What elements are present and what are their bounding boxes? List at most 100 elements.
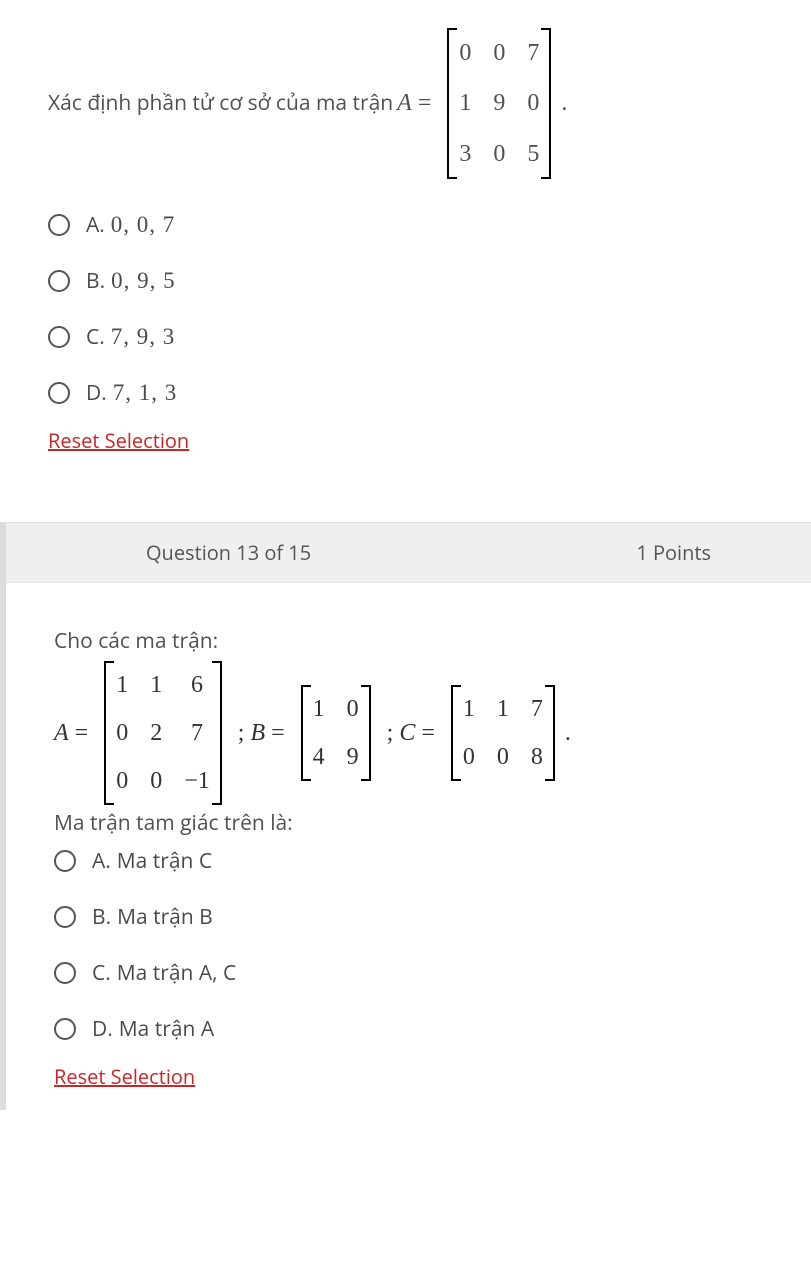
cell: 3 xyxy=(459,135,471,173)
q12-option-c[interactable]: C. 7, 9, 3 xyxy=(48,309,763,365)
reset-selection-link[interactable]: Reset Selection xyxy=(54,1063,195,1090)
bracket-left-icon xyxy=(295,685,307,781)
question-13: Cho các ma trận: A = 1 1 6 0 2 7 0 0 −1 … xyxy=(0,583,811,1110)
option-text: Ma trận B xyxy=(117,903,213,931)
cell: −1 xyxy=(184,763,210,799)
q13-options: A. Ma trận C B. Ma trận B C. Ma trận A, … xyxy=(54,841,763,1057)
q13-A-matrix: 1 1 6 0 2 7 0 0 −1 xyxy=(98,661,228,805)
cell: 0 xyxy=(150,763,162,799)
q13-C-eq: = xyxy=(415,715,441,751)
bracket-right-icon xyxy=(216,661,228,805)
option-text: 0, 9, 5 xyxy=(111,268,176,294)
q13-C-body: 1 1 7 0 0 8 xyxy=(457,685,549,781)
q12-prompt: Xác định phần tử cơ sở của ma trận A = 0… xyxy=(48,28,763,179)
semicolon: ; xyxy=(232,715,251,751)
option-text: Ma trận A, C xyxy=(117,959,236,987)
q13-period: . xyxy=(565,715,571,751)
cell: 0 xyxy=(459,34,471,72)
q13-B-body: 1 0 4 9 xyxy=(307,685,365,781)
cell: 9 xyxy=(493,84,505,122)
q12-var: A xyxy=(397,84,412,122)
q12-option-b[interactable]: B. 0, 9, 5 xyxy=(48,253,763,309)
bracket-right-icon xyxy=(545,28,557,179)
q13-option-a[interactable]: A. Ma trận C xyxy=(54,841,763,889)
option-letter: B. xyxy=(92,903,111,931)
q12-matrix: 0 0 7 1 9 0 3 0 5 xyxy=(441,28,557,179)
option-text: 7, 9, 3 xyxy=(111,324,176,350)
cell: 1 xyxy=(150,667,162,703)
option-text: Ma trận C xyxy=(117,847,212,875)
q13-A-eq: = xyxy=(69,715,95,751)
question-header-bar: Question 13 of 15 1 Points xyxy=(0,522,811,583)
q13-B-var: B xyxy=(250,715,265,751)
radio-icon xyxy=(48,326,70,348)
option-letter: A. xyxy=(92,847,111,875)
cell: 0 xyxy=(527,84,539,122)
q12-prompt-text: Xác định phần tử cơ sở của ma trận xyxy=(48,87,393,121)
cell: 6 xyxy=(184,667,210,703)
cell: 7 xyxy=(184,715,210,751)
q13-intro: Cho các ma trận: xyxy=(54,627,763,655)
question-number-label: Question 13 of 15 xyxy=(146,539,311,566)
cell: 7 xyxy=(531,691,543,727)
q12-eq: = xyxy=(412,84,438,122)
option-letter: C. xyxy=(86,323,105,351)
radio-icon xyxy=(48,382,70,404)
radio-icon xyxy=(54,1018,76,1040)
bracket-right-icon xyxy=(549,685,561,781)
q13-A-body: 1 1 6 0 2 7 0 0 −1 xyxy=(110,661,216,805)
q13-B-matrix: 1 0 4 9 xyxy=(295,685,377,781)
cell: 1 xyxy=(463,691,475,727)
option-letter: C. xyxy=(92,959,111,987)
cell: 1 xyxy=(116,667,128,703)
option-letter: A. xyxy=(86,211,105,239)
q13-B-eq: = xyxy=(265,715,291,751)
cell: 0 xyxy=(493,135,505,173)
q13-A-var: A xyxy=(54,715,69,751)
q12-options: A. 0, 0, 7 B. 0, 9, 5 C. 7, 9, 3 D. 7, 1… xyxy=(48,197,763,421)
option-letter: D. xyxy=(92,1015,113,1043)
cell: 0 xyxy=(116,763,128,799)
q13-matrices: A = 1 1 6 0 2 7 0 0 −1 ; B = 1 0 xyxy=(54,661,763,805)
cell: 9 xyxy=(347,739,359,775)
bracket-left-icon xyxy=(441,28,453,179)
option-letter: D. xyxy=(86,379,107,407)
cell: 0 xyxy=(493,34,505,72)
radio-icon xyxy=(54,962,76,984)
radio-icon xyxy=(54,850,76,872)
bracket-right-icon xyxy=(365,685,377,781)
q13-C-matrix: 1 1 7 0 0 8 xyxy=(445,685,561,781)
points-label: 1 Points xyxy=(636,539,711,566)
option-letter: B. xyxy=(86,267,105,295)
q13-option-b[interactable]: B. Ma trận B xyxy=(54,889,763,945)
q13-C-var: C xyxy=(399,715,415,751)
cell: 4 xyxy=(313,739,325,775)
question-12: Xác định phần tử cơ sở của ma trận A = 0… xyxy=(0,0,811,474)
q12-option-a[interactable]: A. 0, 0, 7 xyxy=(48,197,763,253)
bracket-left-icon xyxy=(98,661,110,805)
q12-matrix-body: 0 0 7 1 9 0 3 0 5 xyxy=(453,28,545,179)
cell: 0 xyxy=(347,691,359,727)
radio-icon xyxy=(48,214,70,236)
option-text: 0, 0, 7 xyxy=(111,212,176,238)
option-text: 7, 1, 3 xyxy=(113,380,178,406)
cell: 7 xyxy=(527,34,539,72)
cell: 1 xyxy=(497,691,509,727)
cell: 0 xyxy=(497,739,509,775)
cell: 1 xyxy=(313,691,325,727)
bracket-left-icon xyxy=(445,685,457,781)
q13-ask: Ma trận tam giác trên là: xyxy=(54,809,763,837)
q12-option-d[interactable]: D. 7, 1, 3 xyxy=(48,365,763,421)
cell: 0 xyxy=(116,715,128,751)
radio-icon xyxy=(48,270,70,292)
cell: 8 xyxy=(531,739,543,775)
cell: 0 xyxy=(463,739,475,775)
q12-period: . xyxy=(561,84,567,122)
cell: 1 xyxy=(459,84,471,122)
q13-option-d[interactable]: D. Ma trận A xyxy=(54,1001,763,1057)
option-text: Ma trận A xyxy=(119,1015,214,1043)
reset-selection-link[interactable]: Reset Selection xyxy=(48,427,189,454)
cell: 2 xyxy=(150,715,162,751)
q13-option-c[interactable]: C. Ma trận A, C xyxy=(54,945,763,1001)
semicolon: ; xyxy=(381,715,400,751)
